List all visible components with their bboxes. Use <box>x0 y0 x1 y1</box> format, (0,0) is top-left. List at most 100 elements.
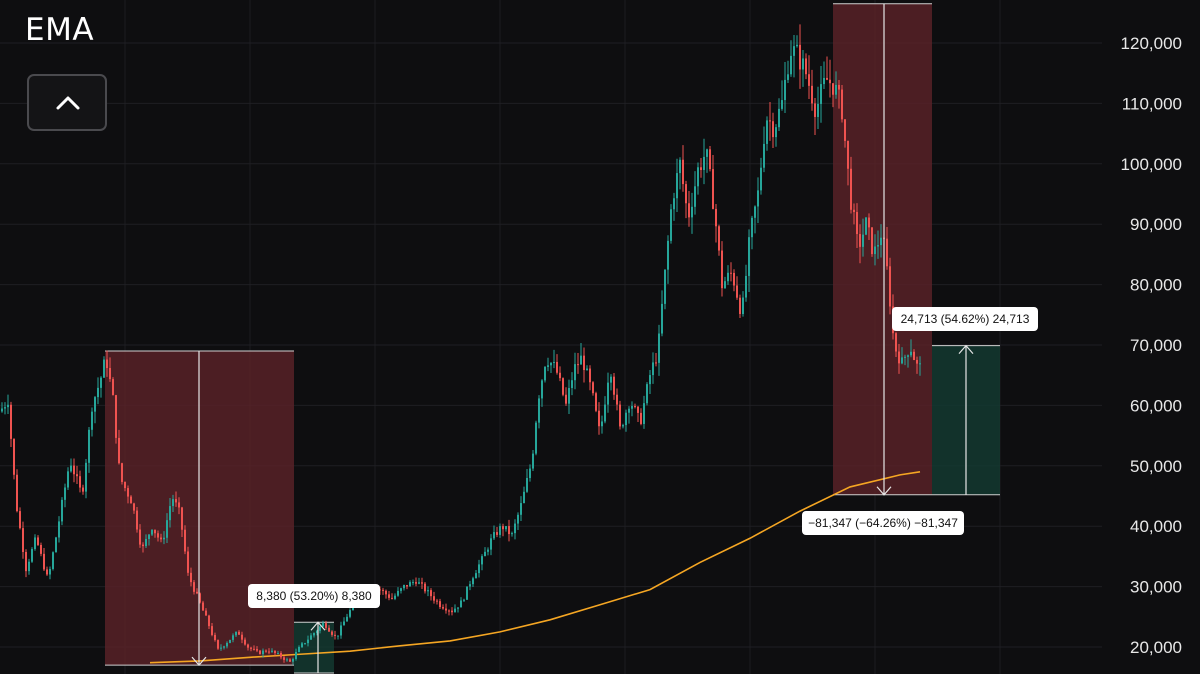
candle <box>34 534 36 551</box>
candle <box>544 366 546 383</box>
candle-body <box>328 627 330 632</box>
candle <box>313 632 315 638</box>
candle <box>214 632 216 642</box>
candle <box>61 497 63 526</box>
candle <box>619 400 621 430</box>
candle-body <box>904 356 906 358</box>
candle-body <box>586 368 588 371</box>
candle <box>586 365 588 371</box>
candle <box>595 391 597 413</box>
candle-body <box>190 572 192 583</box>
candle-body <box>106 359 108 369</box>
candle <box>682 145 684 192</box>
candle <box>817 86 819 129</box>
candle <box>121 462 123 485</box>
candle <box>406 584 408 590</box>
candle-body <box>793 46 795 56</box>
candle <box>913 349 915 361</box>
candle <box>772 112 774 149</box>
candle <box>709 146 711 172</box>
candle <box>802 50 804 87</box>
candle <box>502 523 504 537</box>
candle <box>163 531 165 545</box>
candle <box>520 496 522 521</box>
down-arrow <box>191 351 207 667</box>
candle <box>829 59 831 98</box>
candle-body <box>229 639 231 643</box>
candle <box>511 531 513 537</box>
candle-body <box>448 610 450 612</box>
candle-body <box>166 520 168 538</box>
candle-body <box>223 646 225 648</box>
candle <box>742 291 744 317</box>
candle <box>94 396 96 424</box>
candle <box>109 357 111 382</box>
candle-body <box>643 403 645 424</box>
candle <box>298 645 300 653</box>
candle <box>322 620 324 627</box>
candle-body <box>823 77 825 85</box>
candle-body <box>232 635 234 640</box>
candle <box>826 56 828 81</box>
candle-body <box>31 549 33 562</box>
candle-body <box>724 281 726 289</box>
candle-body <box>664 269 666 304</box>
measurement-label-text: 8,380 (53.20%) 8,380 <box>256 589 372 603</box>
candle <box>652 352 654 384</box>
candle-body <box>742 297 744 314</box>
y-tick-label: 110,000 <box>1122 94 1182 113</box>
candle <box>79 470 81 493</box>
candle <box>526 469 528 493</box>
candle-body <box>439 601 441 608</box>
candle <box>814 98 816 135</box>
candle-body <box>427 590 429 592</box>
candle-body <box>157 533 159 538</box>
candle <box>721 241 723 297</box>
candle <box>124 481 126 492</box>
candle-body <box>796 44 798 47</box>
candle <box>136 506 138 533</box>
collapse-button[interactable] <box>27 74 107 131</box>
candle-body <box>100 377 102 388</box>
candle-body <box>556 361 558 373</box>
candle-body <box>109 368 111 380</box>
candle-body <box>289 659 291 662</box>
candle <box>253 645 255 651</box>
candle-body <box>277 653 279 655</box>
chart-title: EMA <box>25 12 95 48</box>
candle-body <box>841 89 843 120</box>
candle <box>541 379 543 407</box>
candle <box>853 203 855 225</box>
candle-body <box>244 639 246 645</box>
candle-body <box>661 303 663 334</box>
candle <box>229 639 231 644</box>
candle-body <box>700 167 702 170</box>
candle <box>877 230 879 259</box>
candle <box>907 354 909 368</box>
candle-body <box>322 623 324 627</box>
candle-body <box>37 537 39 545</box>
candle-body <box>736 285 738 298</box>
candle <box>475 570 477 579</box>
candle-body <box>406 584 408 587</box>
candle <box>895 332 897 358</box>
candle <box>862 218 864 257</box>
measurement-label-box <box>892 307 1038 331</box>
candle-body <box>421 582 423 584</box>
candle-body <box>478 564 480 574</box>
candle-body <box>481 556 483 565</box>
measurement-label-text: 24,713 (54.62%) 24,713 <box>901 312 1030 326</box>
candle-body <box>70 465 72 472</box>
candle <box>688 190 690 227</box>
candle-body <box>679 159 681 174</box>
candle-body <box>727 272 729 282</box>
candle <box>106 350 108 377</box>
candle-body <box>337 635 339 637</box>
candle <box>751 215 753 250</box>
candle-body <box>331 631 333 635</box>
candle-body <box>781 100 783 109</box>
candle <box>235 631 237 638</box>
candle <box>649 369 651 395</box>
candle-body <box>97 387 99 398</box>
